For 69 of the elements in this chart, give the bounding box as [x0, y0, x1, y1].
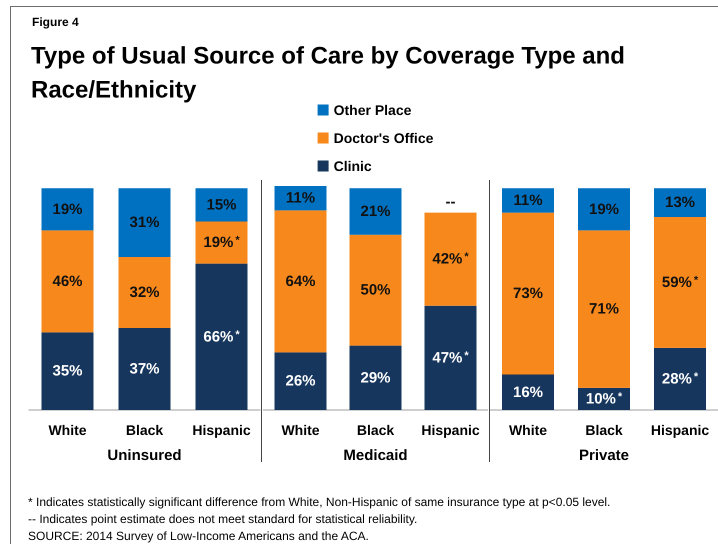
x-tick-label: Black: [585, 422, 623, 438]
data-label: 42%*: [432, 250, 470, 268]
data-label: 11%: [286, 190, 316, 207]
data-label: 11%: [513, 192, 543, 209]
bar: [424, 212, 476, 306]
data-label: 19%: [52, 200, 83, 218]
x-tick-label: White: [48, 422, 87, 438]
text: -- Indicates point estimate does not meet standard for statistical reliability.: [28, 512, 418, 526]
bar: [42, 230, 94, 332]
x-tick-label: Black: [126, 422, 164, 438]
legend-label: Clinic: [334, 158, 372, 174]
data-label: 26%: [285, 372, 316, 390]
bar: [196, 264, 248, 410]
data-label: 10%*: [586, 390, 623, 408]
bar: [578, 230, 630, 388]
text: * Indicates statistically significant difference from White, Non-Hispanic of same insurance type at p<0.05 level.: [28, 495, 610, 509]
chart-subtitle: Figure 4: [32, 15, 79, 29]
data-label: 29%: [360, 369, 391, 386]
data-label: 28%*: [662, 370, 699, 388]
bar: [350, 188, 402, 235]
bar: [350, 234, 402, 346]
source-note: SOURCE: 2014 Survey of Low-Income Americans and the ACA.: [28, 529, 369, 543]
bar: [196, 221, 248, 264]
bar: [654, 348, 706, 410]
data-label: 32%: [129, 284, 160, 301]
bar: [274, 352, 326, 410]
legend-label: Other Place: [334, 102, 412, 118]
data-label: 13%: [664, 194, 696, 212]
legend-label: Doctor's Office: [334, 130, 434, 146]
bar: [42, 332, 94, 410]
x-tick-label: Hispanic: [192, 422, 251, 438]
bar: [42, 188, 94, 230]
data-label: 31%: [129, 214, 160, 232]
text: --: [446, 194, 456, 211]
data-label: 21%: [360, 203, 391, 220]
bar: [502, 374, 554, 410]
data-label: 46%: [52, 272, 83, 290]
bar: [350, 346, 402, 410]
data-label: 35%: [52, 362, 83, 380]
x-tick-label: Hispanic: [650, 422, 710, 438]
data-label: 16%: [512, 384, 544, 401]
data-label: 64%: [285, 272, 316, 290]
text: Type of Usual Source of Care by Coverage Type and Race/Ethnicity: [31, 42, 632, 104]
bar: [274, 210, 326, 352]
data-label: 19%*: [203, 234, 240, 252]
x-tick-label: Hispanic: [421, 422, 480, 438]
x-tick-label: Black: [356, 422, 394, 438]
data-label: 47%*: [432, 349, 470, 366]
data-label: 15%: [206, 196, 237, 214]
data-label: 19%: [588, 200, 620, 218]
bar: [578, 188, 630, 230]
data-label: 73%: [512, 285, 544, 302]
data-label: 50%: [360, 282, 391, 299]
bar: [654, 217, 706, 348]
x-axis-title: Medicaid: [343, 447, 408, 464]
bar: [118, 328, 170, 410]
bar: [502, 212, 554, 375]
bar: [196, 188, 248, 222]
x-tick-label: White: [281, 422, 320, 438]
data-label: 59%*: [662, 274, 699, 291]
data-label: 66%*: [203, 328, 240, 346]
x-axis-title: Uninsured: [107, 447, 182, 464]
bar: [118, 256, 170, 328]
x-tick-label: White: [508, 422, 548, 438]
data-label: 37%: [129, 360, 160, 378]
bar: [118, 188, 170, 257]
x-axis-title: Private: [578, 447, 630, 464]
data-label: 71%: [588, 300, 620, 318]
bar: [424, 306, 476, 410]
